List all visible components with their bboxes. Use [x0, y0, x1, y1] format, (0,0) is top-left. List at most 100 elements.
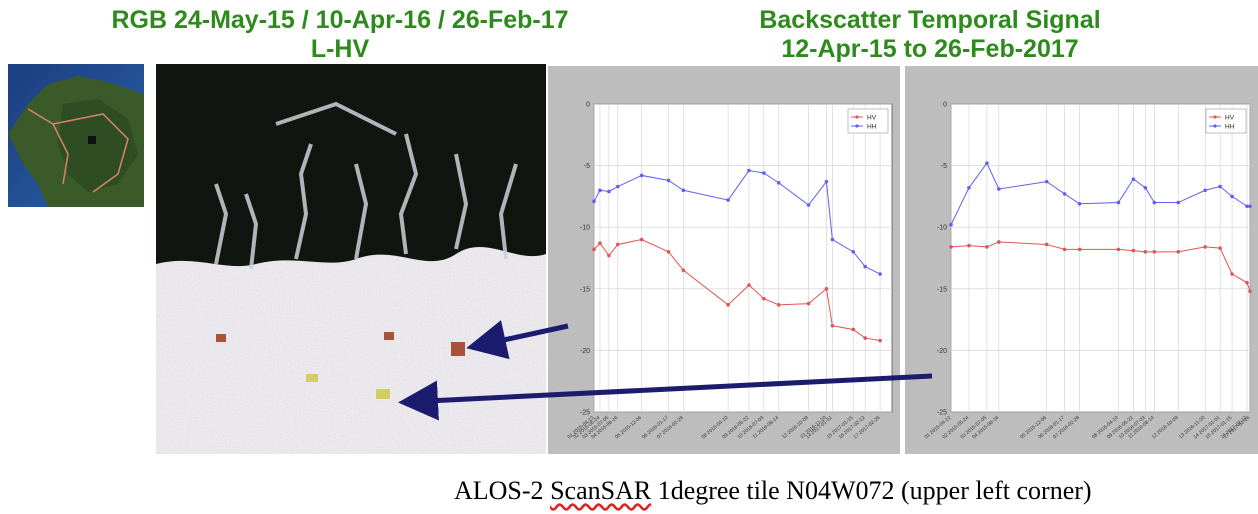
legend-marker-hv: [855, 115, 859, 119]
data-point-hv: [616, 242, 620, 247]
y-tick-label: -25: [580, 410, 590, 417]
data-point-hh: [949, 222, 953, 227]
data-point-hv: [830, 323, 835, 328]
data-point-hh: [747, 168, 751, 173]
data-point-hv: [1062, 247, 1067, 252]
data-point-hv: [639, 237, 644, 242]
data-point-hh: [762, 171, 766, 175]
data-point-hv: [997, 240, 1001, 244]
caption-text-before: ALOS-2: [454, 476, 551, 505]
legend-marker-hv: [1213, 115, 1217, 119]
legend-label-hh: HH: [1225, 124, 1235, 131]
data-point-hh: [776, 181, 781, 185]
rgb-title-line1: RGB 24-May-15 / 10-Apr-16 / 26-Feb-17: [111, 6, 569, 34]
plot-area: [950, 103, 1251, 413]
data-point-hh: [666, 178, 671, 183]
legend-box: [847, 108, 889, 134]
chart-panel-1: 01 2015-04-12 02 2015-05-24 03 2015-07-05 0…: [548, 66, 900, 454]
caption: ALOS-2 ScanSAR 1degree tile N04W072 (upp…: [454, 476, 1254, 506]
data-point-hh: [639, 173, 644, 178]
chart-panel-2: 01 2015-04-12 02 2015-05-24 03 2015-07-05 0…: [905, 66, 1258, 454]
rgb-satellite-image: [156, 64, 546, 454]
data-point-hh: [1116, 200, 1121, 205]
data-point-hh: [806, 203, 811, 207]
rgb-title-line2: L-HV: [310, 35, 370, 63]
y-tick-label: -10: [937, 225, 947, 232]
rgb-title: RGB 24-May-15 / 10-Apr-16 / 26-Feb-17 L-…: [60, 6, 620, 64]
data-point-hv: [776, 303, 781, 307]
data-point-hh: [1131, 177, 1136, 181]
data-point-hh: [607, 189, 611, 194]
data-point-hv: [681, 268, 686, 273]
x-tick-label: 05 2015-12-06: [614, 415, 643, 441]
legend-label-hv: HV: [867, 115, 877, 122]
data-point-hh: [726, 198, 730, 202]
data-point-hv: [1203, 245, 1207, 249]
data-point-hv: [949, 245, 953, 249]
data-point-hv: [967, 243, 971, 248]
data-point-hh: [1143, 185, 1148, 190]
data-point-hh: [1062, 192, 1067, 196]
y-tick-label: -5: [584, 163, 590, 170]
data-point-hv: [1152, 250, 1157, 254]
data-point-hv: [1248, 289, 1252, 294]
y-tick-label: -20: [580, 348, 590, 355]
data-point-hh: [1077, 201, 1082, 206]
data-point-hh: [1245, 204, 1249, 209]
backscatter-title-line1: Backscatter Temporal Signal: [759, 6, 1101, 34]
data-point-hh: [851, 250, 856, 254]
y-tick-label: -25: [937, 410, 947, 417]
data-point-hh: [830, 237, 835, 242]
data-point-hh: [863, 264, 867, 269]
data-point-hv: [666, 250, 671, 254]
data-point-hv: [851, 327, 856, 332]
data-point-hh: [592, 199, 596, 204]
x-tick-label: 12 2016-10-09: [1151, 415, 1180, 441]
data-point-hv: [806, 301, 811, 306]
data-point-hh: [1230, 194, 1234, 199]
data-point-hh: [681, 188, 686, 193]
data-point-hv: [598, 241, 602, 246]
data-point-hv: [1077, 247, 1082, 252]
data-point-hv: [824, 287, 829, 291]
data-point-hh: [1044, 179, 1049, 184]
legend-marker-hh: [1213, 124, 1217, 128]
data-point-hh: [1203, 188, 1207, 193]
y-tick-label: 0: [586, 102, 590, 109]
y-tick-label: -20: [937, 348, 947, 355]
data-point-hh: [1152, 200, 1157, 205]
backscatter-title-line2: 12-Apr-15 to 26-Feb-2017: [781, 35, 1079, 63]
data-point-hv: [762, 296, 766, 301]
data-point-hh: [985, 161, 989, 165]
data-point-hv: [863, 336, 867, 340]
data-point-hh: [616, 184, 620, 189]
data-point-hh: [1218, 184, 1222, 189]
legend-marker-hh: [855, 124, 859, 128]
data-point-hh: [1248, 204, 1252, 209]
legend-box: [1205, 108, 1247, 134]
data-point-hv: [592, 247, 596, 252]
data-point-hv: [1218, 246, 1222, 250]
legend-label-hv: HV: [1225, 115, 1235, 122]
caption-text-underlined: ScanSAR: [550, 476, 652, 505]
y-tick-label: -5: [941, 163, 947, 170]
backscatter-title: Backscatter Temporal Signal 12-Apr-15 to…: [680, 6, 1180, 64]
data-point-hv: [607, 253, 611, 258]
plot-area: [593, 103, 893, 413]
data-point-hv: [1143, 250, 1148, 254]
data-point-hv: [726, 303, 730, 307]
data-point-hv: [747, 283, 751, 287]
caption-text-after: 1degree tile N04W072 (upper left corner): [651, 476, 1092, 505]
data-point-hv: [1245, 280, 1249, 285]
data-point-hv: [985, 245, 989, 249]
data-point-hv: [878, 338, 882, 343]
data-point-hh: [878, 272, 882, 276]
y-tick-label: -10: [580, 225, 590, 232]
location-map-image: [8, 64, 144, 207]
data-point-hv: [1131, 248, 1136, 253]
y-tick-label: -15: [580, 286, 590, 293]
data-point-hh: [967, 185, 971, 190]
data-point-hh: [997, 187, 1001, 191]
